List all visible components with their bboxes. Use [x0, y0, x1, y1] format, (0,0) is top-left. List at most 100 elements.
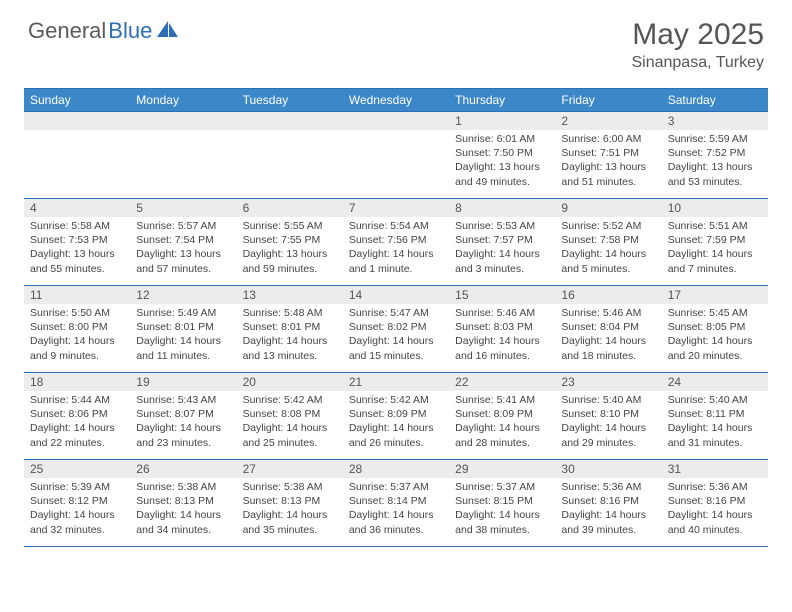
calendar-cell: 30Sunrise: 5:36 AMSunset: 8:16 PMDayligh…: [555, 460, 661, 546]
daylight-text: Daylight: 13 hours and 59 minutes.: [243, 247, 337, 275]
sunrise-text: Sunrise: 5:55 AM: [243, 219, 337, 233]
day-number: 7: [343, 199, 449, 217]
weeks-container: 1Sunrise: 6:01 AMSunset: 7:50 PMDaylight…: [24, 111, 768, 547]
day-number: [237, 112, 343, 130]
day-number: 6: [237, 199, 343, 217]
cell-body: Sunrise: 5:37 AMSunset: 8:15 PMDaylight:…: [449, 478, 555, 541]
cell-body: [130, 130, 236, 136]
day-number: 3: [662, 112, 768, 130]
logo-text-2: Blue: [108, 18, 152, 44]
day-number: 9: [555, 199, 661, 217]
cell-body: Sunrise: 5:49 AMSunset: 8:01 PMDaylight:…: [130, 304, 236, 367]
calendar-cell: 29Sunrise: 5:37 AMSunset: 8:15 PMDayligh…: [449, 460, 555, 546]
daylight-text: Daylight: 14 hours and 40 minutes.: [668, 508, 762, 536]
calendar-cell: 3Sunrise: 5:59 AMSunset: 7:52 PMDaylight…: [662, 112, 768, 198]
sunset-text: Sunset: 7:56 PM: [349, 233, 443, 247]
daylight-text: Daylight: 13 hours and 57 minutes.: [136, 247, 230, 275]
day-number: 13: [237, 286, 343, 304]
day-header: Tuesday: [237, 89, 343, 111]
calendar-cell: [130, 112, 236, 198]
sunrise-text: Sunrise: 5:46 AM: [455, 306, 549, 320]
week-row: 1Sunrise: 6:01 AMSunset: 7:50 PMDaylight…: [24, 111, 768, 198]
sunrise-text: Sunrise: 5:39 AM: [30, 480, 124, 494]
calendar-cell: 6Sunrise: 5:55 AMSunset: 7:55 PMDaylight…: [237, 199, 343, 285]
daylight-text: Daylight: 14 hours and 31 minutes.: [668, 421, 762, 449]
sunrise-text: Sunrise: 5:43 AM: [136, 393, 230, 407]
daylight-text: Daylight: 14 hours and 36 minutes.: [349, 508, 443, 536]
calendar-cell: [237, 112, 343, 198]
calendar-cell: 19Sunrise: 5:43 AMSunset: 8:07 PMDayligh…: [130, 373, 236, 459]
daylight-text: Daylight: 14 hours and 22 minutes.: [30, 421, 124, 449]
daylight-text: Daylight: 13 hours and 55 minutes.: [30, 247, 124, 275]
day-header: Monday: [130, 89, 236, 111]
sunrise-text: Sunrise: 5:44 AM: [30, 393, 124, 407]
cell-body: Sunrise: 5:46 AMSunset: 8:03 PMDaylight:…: [449, 304, 555, 367]
month-title: May 2025: [631, 18, 764, 52]
sunset-text: Sunset: 7:57 PM: [455, 233, 549, 247]
calendar-cell: 24Sunrise: 5:40 AMSunset: 8:11 PMDayligh…: [662, 373, 768, 459]
day-number: 23: [555, 373, 661, 391]
location: Sinanpasa, Turkey: [631, 54, 764, 72]
calendar: Sunday Monday Tuesday Wednesday Thursday…: [24, 88, 768, 547]
sunset-text: Sunset: 8:04 PM: [561, 320, 655, 334]
daylight-text: Daylight: 14 hours and 15 minutes.: [349, 334, 443, 362]
calendar-cell: 27Sunrise: 5:38 AMSunset: 8:13 PMDayligh…: [237, 460, 343, 546]
week-row: 4Sunrise: 5:58 AMSunset: 7:53 PMDaylight…: [24, 198, 768, 285]
calendar-cell: [24, 112, 130, 198]
cell-body: Sunrise: 5:41 AMSunset: 8:09 PMDaylight:…: [449, 391, 555, 454]
calendar-cell: 28Sunrise: 5:37 AMSunset: 8:14 PMDayligh…: [343, 460, 449, 546]
daylight-text: Daylight: 13 hours and 49 minutes.: [455, 160, 549, 188]
sunrise-text: Sunrise: 5:59 AM: [668, 132, 762, 146]
sunrise-text: Sunrise: 5:52 AM: [561, 219, 655, 233]
cell-body: [343, 130, 449, 136]
cell-body: Sunrise: 5:44 AMSunset: 8:06 PMDaylight:…: [24, 391, 130, 454]
sunset-text: Sunset: 7:54 PM: [136, 233, 230, 247]
cell-body: Sunrise: 5:39 AMSunset: 8:12 PMDaylight:…: [24, 478, 130, 541]
day-number: 14: [343, 286, 449, 304]
sunset-text: Sunset: 8:09 PM: [349, 407, 443, 421]
day-number: 25: [24, 460, 130, 478]
header: General Blue May 2025 Sinanpasa, Turkey: [0, 0, 792, 80]
cell-body: Sunrise: 5:40 AMSunset: 8:11 PMDaylight:…: [662, 391, 768, 454]
sunrise-text: Sunrise: 5:38 AM: [243, 480, 337, 494]
calendar-cell: 2Sunrise: 6:00 AMSunset: 7:51 PMDaylight…: [555, 112, 661, 198]
cell-body: Sunrise: 5:48 AMSunset: 8:01 PMDaylight:…: [237, 304, 343, 367]
day-number: 26: [130, 460, 236, 478]
day-number: 8: [449, 199, 555, 217]
daylight-text: Daylight: 14 hours and 3 minutes.: [455, 247, 549, 275]
sunset-text: Sunset: 8:08 PM: [243, 407, 337, 421]
sunrise-text: Sunrise: 5:57 AM: [136, 219, 230, 233]
cell-body: Sunrise: 5:50 AMSunset: 8:00 PMDaylight:…: [24, 304, 130, 367]
day-number: 11: [24, 286, 130, 304]
calendar-cell: 9Sunrise: 5:52 AMSunset: 7:58 PMDaylight…: [555, 199, 661, 285]
daylight-text: Daylight: 14 hours and 23 minutes.: [136, 421, 230, 449]
day-number: 19: [130, 373, 236, 391]
sunrise-text: Sunrise: 5:45 AM: [668, 306, 762, 320]
sunset-text: Sunset: 7:53 PM: [30, 233, 124, 247]
sunset-text: Sunset: 8:06 PM: [30, 407, 124, 421]
logo: General Blue: [28, 18, 179, 44]
cell-body: Sunrise: 5:38 AMSunset: 8:13 PMDaylight:…: [237, 478, 343, 541]
daylight-text: Daylight: 14 hours and 9 minutes.: [30, 334, 124, 362]
cell-body: Sunrise: 5:47 AMSunset: 8:02 PMDaylight:…: [343, 304, 449, 367]
daylight-text: Daylight: 14 hours and 29 minutes.: [561, 421, 655, 449]
calendar-cell: 20Sunrise: 5:42 AMSunset: 8:08 PMDayligh…: [237, 373, 343, 459]
daylight-text: Daylight: 14 hours and 13 minutes.: [243, 334, 337, 362]
calendar-cell: 26Sunrise: 5:38 AMSunset: 8:13 PMDayligh…: [130, 460, 236, 546]
cell-body: [237, 130, 343, 136]
daylight-text: Daylight: 14 hours and 1 minute.: [349, 247, 443, 275]
day-number: 20: [237, 373, 343, 391]
week-row: 25Sunrise: 5:39 AMSunset: 8:12 PMDayligh…: [24, 459, 768, 547]
calendar-cell: 31Sunrise: 5:36 AMSunset: 8:16 PMDayligh…: [662, 460, 768, 546]
cell-body: Sunrise: 5:46 AMSunset: 8:04 PMDaylight:…: [555, 304, 661, 367]
day-number: 31: [662, 460, 768, 478]
sunset-text: Sunset: 8:13 PM: [243, 494, 337, 508]
cell-body: Sunrise: 6:01 AMSunset: 7:50 PMDaylight:…: [449, 130, 555, 193]
sunrise-text: Sunrise: 5:54 AM: [349, 219, 443, 233]
sunrise-text: Sunrise: 5:53 AM: [455, 219, 549, 233]
day-header: Friday: [555, 89, 661, 111]
sunrise-text: Sunrise: 5:50 AM: [30, 306, 124, 320]
sunset-text: Sunset: 7:51 PM: [561, 146, 655, 160]
sunset-text: Sunset: 7:59 PM: [668, 233, 762, 247]
day-number: 16: [555, 286, 661, 304]
